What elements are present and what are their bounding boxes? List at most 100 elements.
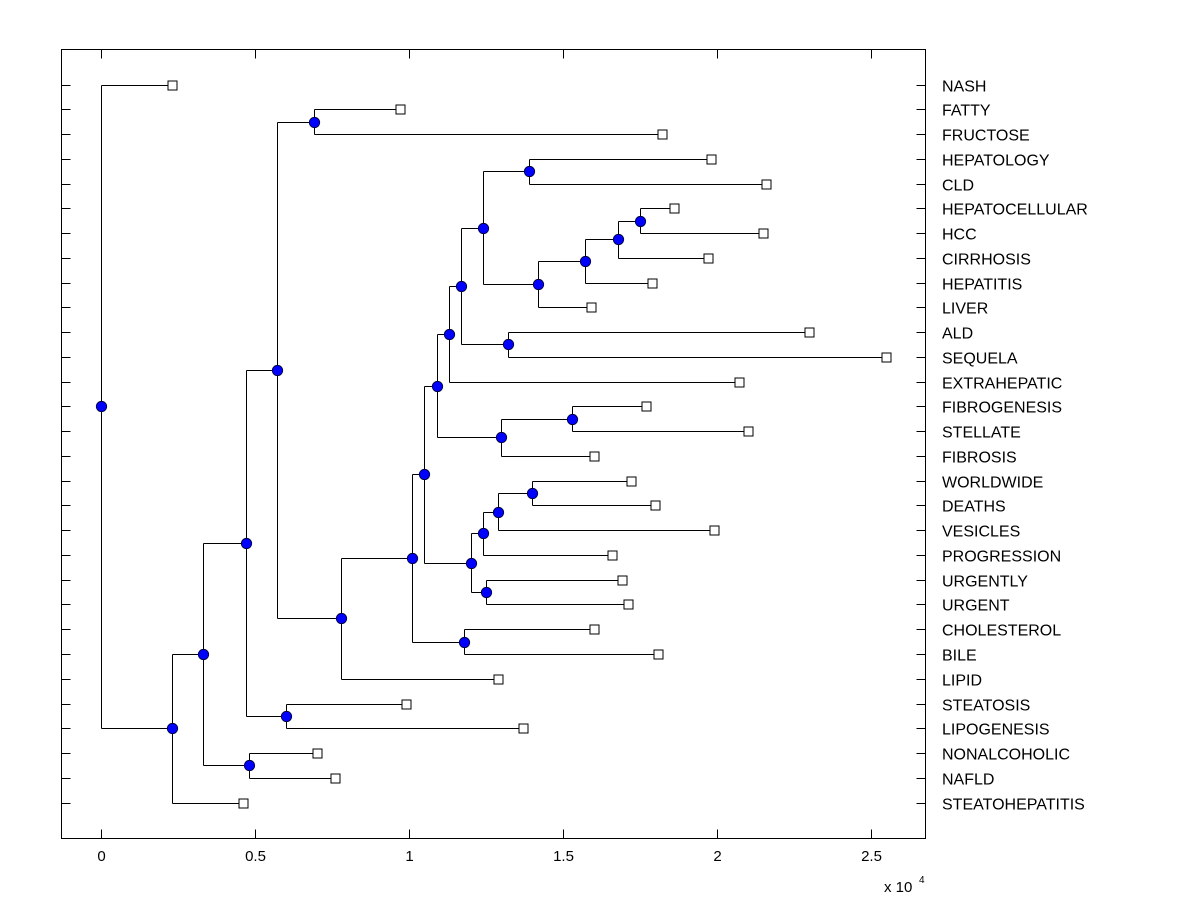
cluster-node (526, 487, 539, 500)
cluster-node (431, 380, 444, 393)
leaf-marker (395, 104, 406, 115)
cluster-node (243, 759, 256, 772)
leaf-marker (804, 327, 815, 338)
leaf-marker (617, 575, 628, 586)
leaf-marker (653, 649, 664, 660)
cluster-node (240, 537, 253, 550)
leaf-label: NASH (942, 79, 986, 96)
cluster-node (579, 255, 592, 268)
leaf-marker (706, 154, 717, 165)
cluster-node (95, 400, 108, 413)
cluster-node (418, 468, 431, 481)
leaf-marker (657, 129, 668, 140)
leaf-label: NAFLD (942, 772, 994, 789)
leaf-marker (518, 723, 529, 734)
leaf-label: VESICLES (942, 524, 1020, 541)
leaf-label: HEPATITIS (942, 277, 1022, 294)
leaf-marker (238, 798, 249, 809)
leaf-marker (881, 352, 892, 363)
leaf-label: STELLATE (942, 425, 1021, 442)
cluster-node (612, 233, 625, 246)
leaf-label: DEATHS (942, 499, 1006, 516)
cluster-node (443, 328, 456, 341)
leaf-labels: NASH FATTY FRUCTOSE HEPATOLOGY CLD HEPATOCELL… (942, 79, 1088, 814)
cluster-node (495, 431, 508, 444)
leaf-marker (401, 699, 412, 710)
leaf-label: CIRRHOSIS (942, 252, 1031, 269)
cluster-node (166, 722, 179, 735)
leaf-label: URGENTLY (942, 574, 1028, 591)
leaf-label: PROGRESSION (942, 549, 1061, 566)
axis-ticks (61, 49, 926, 839)
cluster-node (477, 527, 490, 540)
cluster-node (406, 552, 419, 565)
leaf-label: FIBROGENESIS (942, 400, 1062, 417)
leaf-marker (493, 674, 504, 685)
cluster-node (271, 364, 284, 377)
cluster-node (197, 648, 210, 661)
x-exponent: x 10 4 (884, 875, 925, 896)
leaf-markers (167, 80, 892, 809)
x-tick-labels: 0 0.5 1 1.5 2 2.5 (97, 848, 882, 865)
leaf-marker (626, 476, 637, 487)
cluster-node (465, 557, 478, 570)
leaf-marker (589, 624, 600, 635)
leaf-marker (709, 525, 720, 536)
leaf-label: CHOLESTEROL (942, 623, 1061, 640)
branches (101, 85, 882, 804)
x-tick-label: 0.5 (245, 848, 266, 865)
leaf-marker (641, 401, 652, 412)
cluster-node (477, 222, 490, 235)
leaf-label: URGENT (942, 598, 1010, 615)
x-tick-label: 1 (405, 848, 413, 865)
leaf-marker (647, 278, 658, 289)
leaf-label: ALD (942, 326, 973, 343)
leaf-label: HEPATOLOGY (942, 153, 1050, 170)
leaf-label: BILE (942, 648, 977, 665)
x-exponent-power: 4 (919, 875, 925, 886)
leaf-label: LIVER (942, 301, 988, 318)
leaf-marker (330, 773, 341, 784)
x-tick-label: 2 (713, 848, 721, 865)
leaf-label: LIPOGENESIS (942, 722, 1050, 739)
leaf-marker (167, 80, 178, 91)
cluster-node (308, 116, 321, 129)
leaf-marker (761, 179, 772, 190)
cluster-node (455, 280, 468, 293)
x-tick-label: 1.5 (553, 848, 574, 865)
leaf-label: FATTY (942, 103, 991, 120)
cluster-node (480, 586, 493, 599)
cluster-node (634, 215, 647, 228)
leaf-label: STEATOSIS (942, 698, 1030, 715)
leaf-marker (650, 500, 661, 511)
leaf-label: STEATOHEPATITIS (942, 797, 1085, 814)
x-tick-label: 2.5 (861, 848, 882, 865)
cluster-node (458, 636, 471, 649)
leaf-label: SEQUELA (942, 351, 1018, 368)
cluster-node (492, 506, 505, 519)
plot-area (61, 49, 926, 839)
leaf-label: FIBROSIS (942, 450, 1017, 467)
leaf-label: NONALCOHOLIC (942, 747, 1070, 764)
cluster-node (502, 338, 515, 351)
leaf-label: HEPATOCELLULAR (942, 202, 1088, 219)
leaf-marker (734, 377, 745, 388)
x-tick-label: 0 (97, 848, 105, 865)
cluster-node (532, 278, 545, 291)
node-markers (95, 116, 647, 772)
leaf-label: HCC (942, 227, 977, 244)
cluster-node (280, 710, 293, 723)
leaf-marker (623, 599, 634, 610)
leaf-marker (589, 451, 600, 462)
axes-box (61, 49, 926, 839)
cluster-node (523, 165, 536, 178)
cluster-node (335, 612, 348, 625)
leaf-marker (586, 302, 597, 313)
leaf-label: FRUCTOSE (942, 128, 1030, 145)
leaf-marker (669, 203, 680, 214)
x-exponent-base: x 10 (884, 879, 912, 896)
leaf-marker (312, 748, 323, 759)
leaf-marker (758, 228, 769, 239)
leaf-label: EXTRAHEPATIC (942, 376, 1062, 393)
